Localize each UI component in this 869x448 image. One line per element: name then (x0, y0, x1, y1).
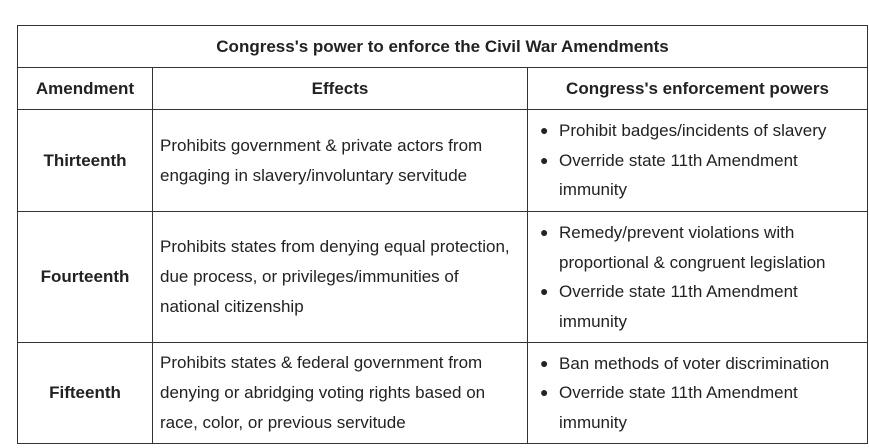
amendments-table: Congress's power to enforce the Civil Wa… (16, 25, 869, 444)
header-row: Amendment Effects Congress's enforcement… (17, 67, 869, 110)
amendment-name: Fourteenth (17, 211, 153, 343)
bullet-icon: ● (540, 151, 549, 168)
table-row-fifteenth: Fifteenth Prohibits states & federal gov… (17, 342, 869, 444)
bullet-icon: ● (540, 122, 549, 139)
table-title: Congress's power to enforce the Civil Wa… (16, 25, 869, 68)
powers-cell: ● Ban methods of voter discrimination ● Ov… (526, 342, 869, 444)
power-text: Ban methods of voter discrimination (559, 353, 830, 373)
amendment-name: Fifteenth (17, 342, 153, 444)
effect-text: Prohibits states & federal government fr… (152, 342, 528, 444)
list-item: ● Ban methods of voter discrimination (540, 349, 867, 379)
amendment-name: Thirteenth (17, 109, 153, 212)
effect-text: Prohibits states from denying equal prot… (152, 211, 528, 343)
effect-text: Prohibits government & private actors fr… (152, 109, 528, 212)
title-row: Congress's power to enforce the Civil Wa… (16, 25, 869, 68)
bullet-icon: ● (540, 224, 549, 240)
powers-cell: ● Prohibit badges/incidents of slavery ● O… (526, 109, 869, 212)
table-row-fourteenth: Fourteenth Prohibits states from denying… (17, 211, 869, 343)
header-powers: Congress's enforcement powers (526, 67, 869, 110)
power-text: Override state 11th Amendment immunity (559, 383, 798, 432)
list-item: ● Prohibit badges/incidents of slavery (540, 116, 867, 146)
list-item: ● Override state 11th Amendment immunity (540, 146, 867, 205)
power-text: Override state 11th Amendment immunity (559, 150, 798, 200)
power-text: Remedy/prevent violations with proportio… (559, 223, 826, 272)
list-item: ● Override state 11th Amendment immunity (540, 378, 867, 437)
power-text: Prohibit badges/incidents of slavery (559, 121, 827, 141)
bullet-icon: ● (540, 354, 549, 371)
bullet-icon: ● (540, 384, 549, 401)
header-effects: Effects (152, 67, 528, 110)
list-item: ● Remedy/prevent violations with proporti… (540, 218, 867, 277)
powers-cell: ● Remedy/prevent violations with proporti… (526, 211, 869, 343)
list-item: ● Override state 11th Amendment immunity (540, 277, 867, 336)
table-row-thirteenth: Thirteenth Prohibits government & privat… (17, 109, 869, 212)
power-text: Override state 11th Amendment immunity (559, 282, 798, 331)
header-amendment: Amendment (17, 67, 153, 110)
bullet-icon: ● (540, 283, 549, 299)
powers-list: ● Remedy/prevent violations with proporti… (528, 218, 867, 336)
powers-list: ● Ban methods of voter discrimination ● Ov… (528, 349, 867, 438)
powers-list: ● Prohibit badges/incidents of slavery ● O… (528, 116, 867, 205)
